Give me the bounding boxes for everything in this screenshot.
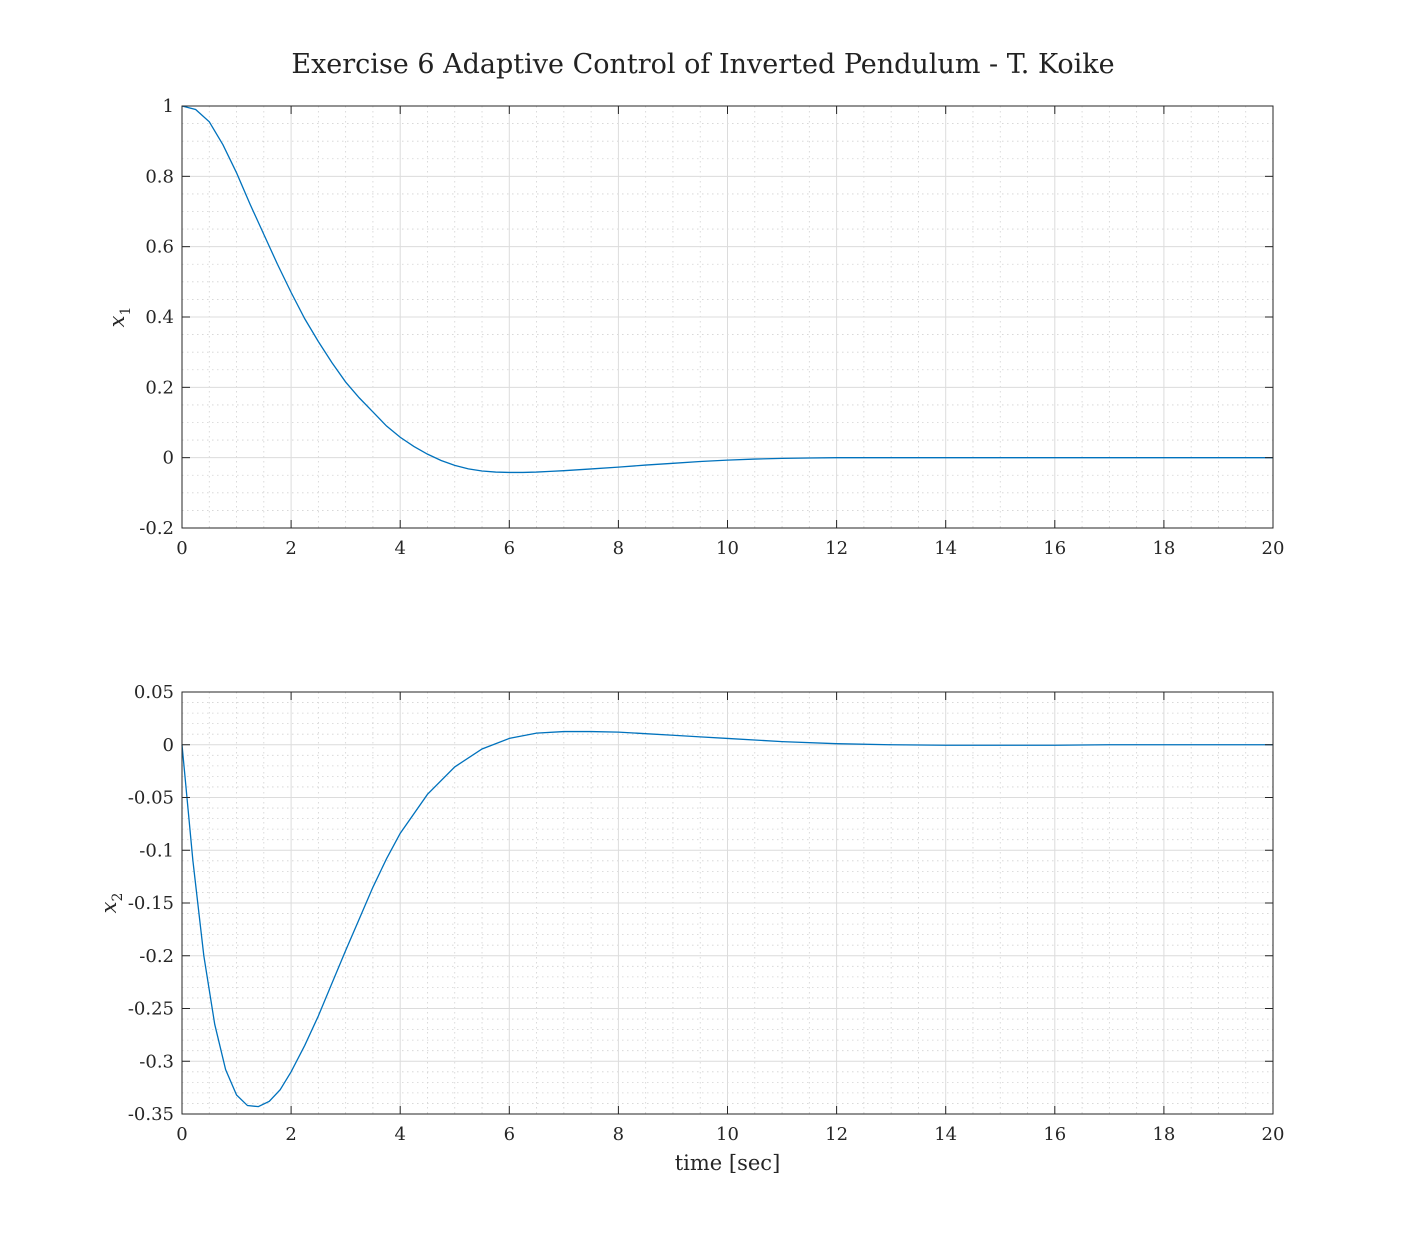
y-axis-label-subscript: 2 xyxy=(110,893,126,902)
y-tick-label: -0.2 xyxy=(139,946,174,967)
x-tick-label: 10 xyxy=(716,1124,739,1145)
y-tick-label: 0.6 xyxy=(145,237,174,258)
x1-series-line xyxy=(181,105,1273,474)
x-tick-label: 6 xyxy=(504,1124,515,1145)
y-tick-label: 0 xyxy=(163,735,174,756)
x1-x-ticks: 0 2 4 6 8 10 12 14 16 18 20 xyxy=(176,106,1284,559)
x2-series-line xyxy=(181,730,1273,1108)
x-tick-label: 12 xyxy=(825,538,848,559)
x-tick-label: 2 xyxy=(285,1124,296,1145)
y-tick-label: -0.25 xyxy=(128,999,174,1020)
x-tick-label: 0 xyxy=(176,538,187,559)
x-tick-label: 8 xyxy=(613,538,624,559)
x-tick-label: 14 xyxy=(934,538,957,559)
x-tick-label: 6 xyxy=(504,538,515,559)
x-tick-label: 14 xyxy=(934,1124,957,1145)
x2-x-axis-label: time [sec] xyxy=(675,1151,781,1175)
y-axis-label-var: x xyxy=(97,901,121,913)
figure-title: Exercise 6 Adaptive Control of Inverted … xyxy=(291,49,1114,80)
x-tick-label: 18 xyxy=(1152,1124,1175,1145)
y-axis-label-subscript: 1 xyxy=(118,307,134,316)
y-tick-label: -0.3 xyxy=(139,1051,174,1072)
x1-grid xyxy=(181,105,1274,529)
x-tick-label: 4 xyxy=(394,538,405,559)
x-tick-label: 0 xyxy=(176,1124,187,1145)
x1-y-ticks: -0.2 0 0.2 0.4 0.6 0.8 1 xyxy=(139,96,1273,539)
y-tick-label: -0.35 xyxy=(128,1104,174,1125)
y-axis-label-var: x xyxy=(105,315,129,327)
x-tick-label: 2 xyxy=(285,538,296,559)
y-tick-label: 0 xyxy=(163,448,174,469)
y-tick-label: 0.2 xyxy=(145,377,174,398)
x1-y-axis-label: x1 xyxy=(105,307,134,328)
y-tick-label: -0.2 xyxy=(139,518,174,539)
x-tick-label: 18 xyxy=(1152,538,1175,559)
y-tick-label: -0.1 xyxy=(139,840,174,861)
x-tick-label: 10 xyxy=(716,538,739,559)
x-tick-label: 4 xyxy=(394,1124,405,1145)
x2-y-axis-label: x2 xyxy=(97,893,126,914)
y-tick-label: -0.15 xyxy=(128,893,174,914)
x-tick-label: 16 xyxy=(1043,1124,1066,1145)
y-tick-label: -0.05 xyxy=(128,788,174,809)
x-tick-label: 8 xyxy=(613,1124,624,1145)
x-tick-label: 20 xyxy=(1262,1124,1285,1145)
y-tick-label: 1 xyxy=(163,96,174,117)
subplot-x2: 0 2 4 6 8 10 12 14 16 18 20-0.35-0.3-0.25-0.2-0.15… xyxy=(97,682,1284,1175)
y-tick-label: 0.05 xyxy=(134,682,174,703)
x2-y-ticks: -0.35 -0.3 -0.25 -0.2 -0.15 -0.1 -0.05 0 0.05 xyxy=(128,682,1273,1125)
y-tick-label: 0.8 xyxy=(145,166,174,187)
x-tick-label: 20 xyxy=(1262,538,1285,559)
y-tick-label: 0.4 xyxy=(145,307,174,328)
x2-grid xyxy=(181,691,1274,1115)
x-tick-label: 16 xyxy=(1043,538,1066,559)
x-tick-label: 12 xyxy=(825,1124,848,1145)
x2-x-ticks: 0 2 4 6 8 10 12 14 16 18 20 xyxy=(176,692,1284,1145)
